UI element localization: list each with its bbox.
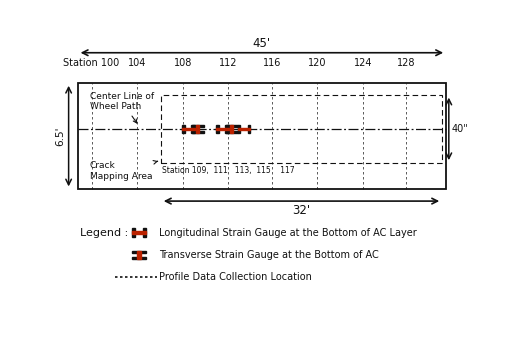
Bar: [137, 251, 141, 259]
Bar: [191, 125, 204, 127]
Text: Longitudinal Strain Gauge at the Bottom of AC Layer: Longitudinal Strain Gauge at the Bottom …: [159, 227, 416, 238]
Text: Profile Data Collection Location: Profile Data Collection Location: [159, 272, 312, 282]
Text: 124: 124: [354, 59, 372, 69]
Bar: [182, 128, 195, 130]
Bar: [182, 125, 185, 133]
Bar: [161, 95, 442, 163]
Text: Station 109,  111   113,  115    117: Station 109, 111 113, 115 117: [162, 166, 295, 175]
Bar: [238, 128, 250, 130]
Bar: [226, 125, 228, 133]
Bar: [216, 125, 219, 133]
Bar: [230, 125, 233, 133]
Text: 116: 116: [263, 59, 281, 69]
Bar: [191, 131, 204, 133]
Text: 40": 40": [452, 124, 469, 134]
Text: 112: 112: [219, 59, 238, 69]
Bar: [192, 125, 195, 133]
Bar: [225, 125, 238, 127]
Text: Transverse Strain Gauge at the Bottom of AC: Transverse Strain Gauge at the Bottom of…: [159, 250, 379, 260]
Bar: [144, 228, 147, 237]
Text: Center Line of
Wheel Path: Center Line of Wheel Path: [89, 92, 154, 123]
Text: 108: 108: [174, 59, 192, 69]
Text: 6.5': 6.5': [56, 127, 65, 146]
Bar: [132, 251, 147, 253]
Text: Legend :: Legend :: [80, 227, 128, 238]
Bar: [132, 232, 147, 234]
Text: 104: 104: [128, 59, 146, 69]
Text: 120: 120: [308, 59, 327, 69]
Text: Crack
Mapping Area: Crack Mapping Area: [89, 161, 158, 181]
Bar: [78, 83, 446, 189]
Text: 45': 45': [253, 36, 271, 49]
Bar: [225, 131, 238, 133]
Bar: [132, 257, 147, 259]
Bar: [238, 125, 240, 133]
Bar: [196, 125, 199, 133]
Bar: [248, 125, 250, 133]
Text: Station 100: Station 100: [63, 59, 120, 69]
Bar: [132, 228, 135, 237]
Text: 128: 128: [397, 59, 415, 69]
Text: 32': 32': [292, 204, 311, 217]
Bar: [216, 128, 228, 130]
